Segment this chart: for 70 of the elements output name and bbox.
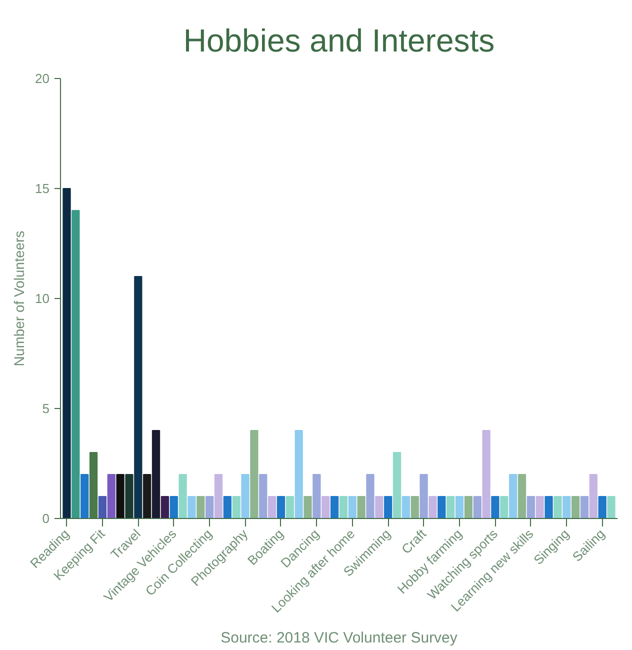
y-axis-title: Number of Volunteers — [11, 230, 28, 366]
y-tick-label: 0 — [42, 511, 50, 526]
bar — [562, 496, 571, 518]
bar — [357, 496, 366, 518]
bar — [214, 474, 223, 518]
y-tick-label: 10 — [35, 291, 50, 306]
bar — [330, 496, 339, 518]
bar — [410, 496, 419, 518]
bar — [322, 496, 330, 518]
bar — [455, 496, 464, 518]
bar — [554, 496, 562, 518]
y-tick-label: 5 — [42, 401, 50, 416]
bar — [446, 496, 455, 518]
bar — [339, 496, 348, 518]
bar — [196, 496, 205, 518]
bar — [250, 430, 258, 518]
chart-title: Hobbies and Interests — [183, 22, 495, 58]
bar — [62, 188, 71, 518]
bar — [89, 452, 98, 518]
bar — [375, 496, 384, 518]
bar — [312, 474, 321, 518]
bar — [276, 496, 286, 518]
bar — [178, 474, 187, 518]
bar — [107, 474, 116, 518]
bar — [80, 474, 89, 518]
bar — [72, 210, 80, 518]
bar — [206, 496, 214, 518]
source-note: Source: 2018 VIC Volunteer Survey — [220, 630, 458, 646]
bar — [286, 496, 294, 518]
bar — [160, 496, 170, 518]
bar — [366, 474, 374, 518]
bar — [598, 496, 606, 518]
bar — [152, 430, 160, 518]
bar — [134, 276, 142, 518]
bar — [170, 496, 178, 518]
bar — [232, 496, 240, 518]
bar — [518, 474, 526, 518]
bar — [473, 496, 482, 518]
bar — [384, 496, 392, 518]
bar — [491, 496, 500, 518]
bar — [125, 474, 134, 518]
bar — [580, 496, 589, 518]
bar — [268, 496, 276, 518]
y-tick-label: 15 — [35, 181, 50, 196]
bar — [188, 496, 196, 518]
bar — [304, 496, 312, 518]
bar — [223, 496, 232, 518]
bar — [348, 496, 356, 518]
bar — [402, 496, 410, 518]
bar — [500, 496, 508, 518]
bar — [482, 430, 490, 518]
bar — [294, 430, 303, 518]
bar — [536, 496, 544, 518]
bar — [464, 496, 472, 518]
bar — [116, 474, 124, 518]
bar — [526, 496, 535, 518]
bar — [420, 474, 428, 518]
bar — [544, 496, 553, 518]
bar — [392, 452, 402, 518]
bar — [438, 496, 446, 518]
bar — [259, 474, 268, 518]
bar — [571, 496, 580, 518]
y-tick-label: 20 — [35, 71, 50, 86]
bar — [508, 474, 518, 518]
bar — [607, 496, 616, 518]
bar — [143, 474, 152, 518]
bar — [241, 474, 250, 518]
bar — [589, 474, 598, 518]
bar — [428, 496, 437, 518]
bar — [98, 496, 107, 518]
